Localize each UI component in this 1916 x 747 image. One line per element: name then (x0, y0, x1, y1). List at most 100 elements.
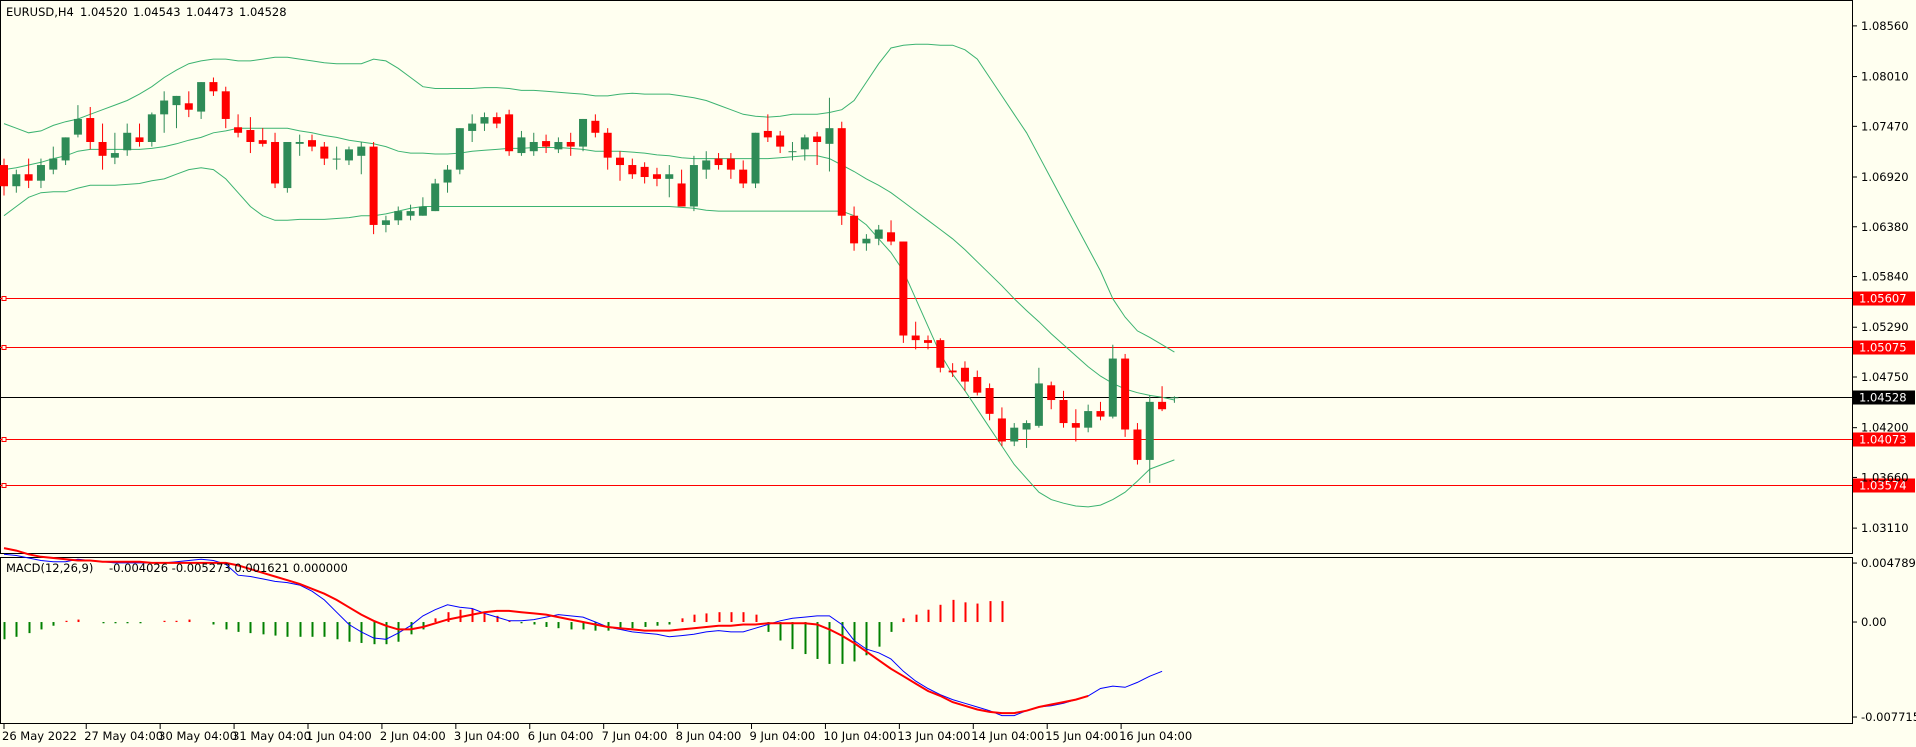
price-tick-label: 1.05840 (1861, 270, 1909, 284)
time-tick-label: 16 Jun 04:00 (1119, 729, 1192, 743)
candle-bull (172, 95, 181, 106)
candle-bear (505, 114, 514, 152)
candle-bull (197, 82, 206, 112)
time-tick-label: 30 May 04:00 (158, 729, 237, 743)
candle-bull (418, 206, 427, 216)
candle-bear (98, 141, 107, 156)
candle-bear (677, 183, 686, 207)
candle-bear (850, 215, 859, 244)
ohlc-close: 1.04528 (239, 5, 287, 19)
candle-bull (1170, 397, 1179, 399)
price-tick-label: 1.06380 (1861, 220, 1909, 234)
candle-bull (61, 137, 70, 161)
candle-bear (1071, 423, 1080, 428)
candle-bull (73, 118, 82, 135)
candle-bull (751, 132, 760, 184)
price-tick-label: 1.05290 (1861, 320, 1909, 334)
candle-bull (800, 137, 809, 150)
candle-bull (36, 165, 45, 181)
time-tick-label: 27 May 04:00 (84, 729, 163, 743)
candle-bull (874, 229, 883, 239)
candle-bull (579, 118, 588, 147)
level-price-tag (1853, 291, 1915, 306)
time-tick-label: 31 May 04:00 (232, 729, 311, 743)
time-tick-label: 13 Jun 04:00 (897, 729, 970, 743)
time-tick-label: 3 Jun 04:00 (454, 729, 520, 743)
candle-bear (603, 132, 612, 158)
candle-bear (1121, 358, 1130, 430)
bid-price-tag (1853, 390, 1915, 405)
bollinger-upper (3, 43, 1175, 353)
candle-bear (86, 118, 95, 142)
level-price-tag (1853, 340, 1915, 355)
macd-title: MACD(12,26,9) (6, 561, 93, 575)
candle-bull (332, 158, 341, 160)
macd-main-line (3, 553, 1163, 717)
candle-bull (1010, 427, 1019, 442)
candle-bull (443, 169, 452, 183)
candle-bear (271, 141, 280, 184)
level-handle[interactable] (1, 437, 7, 442)
candle-bear (726, 158, 735, 170)
candle-bull (825, 128, 834, 144)
candle-bear (1059, 400, 1068, 424)
candle-bear (24, 174, 33, 181)
candle-bear (763, 130, 772, 138)
candle-bear (0, 165, 8, 187)
time-tick-label: 6 Jun 04:00 (528, 729, 594, 743)
price-tick-label: 1.08010 (1861, 70, 1909, 84)
bollinger-lower (3, 167, 1175, 508)
candle-bull (1084, 411, 1093, 428)
candle-bear (308, 140, 316, 147)
candle-bear (628, 165, 637, 175)
candle-bear (813, 136, 822, 142)
macd-signal-line (3, 547, 1089, 715)
time-tick-label: 9 Jun 04:00 (750, 729, 816, 743)
macd-tick-label: 0.004789 (1861, 556, 1916, 570)
candle-bear (542, 141, 551, 147)
candle-bear (911, 335, 920, 341)
candle-bear (234, 127, 243, 133)
price-tick-label: 1.03660 (1861, 470, 1909, 484)
candle-bear (1096, 411, 1105, 417)
candle-bear (985, 388, 994, 414)
candle-bear (184, 103, 193, 110)
candle-bull (468, 123, 477, 131)
time-tick-label: 15 Jun 04:00 (1045, 729, 1118, 743)
candle-bear (960, 367, 969, 382)
candle-bull (431, 183, 440, 212)
level-price-label: 1.03574 (1859, 479, 1907, 493)
level-handle[interactable] (1, 345, 7, 350)
candle-bear (320, 146, 329, 159)
candle-bear (973, 376, 982, 393)
level-handle[interactable] (1, 296, 7, 301)
candle-bull (480, 117, 489, 124)
candle-bear (652, 174, 661, 179)
price-axis: 1.08560 1.08010 1.07470 1.06920 1.06380 1.058… (1852, 19, 1916, 724)
candle-bull (665, 174, 674, 179)
price-tick-label: 1.04200 (1861, 421, 1909, 435)
bollinger-middle (3, 127, 1175, 401)
candle-bear (369, 146, 378, 225)
candle-bear (640, 166, 649, 178)
candle-bull (381, 220, 390, 225)
candle-bear (837, 128, 846, 216)
candle-bear (258, 140, 267, 144)
time-tick-label: 8 Jun 04:00 (676, 729, 742, 743)
time-tick-label: 10 Jun 04:00 (823, 729, 896, 743)
candle-bull (689, 165, 698, 207)
candle-bear (924, 340, 932, 343)
time-tick-label: 2 Jun 04:00 (380, 729, 446, 743)
time-tick-label: 1 Jun 04:00 (306, 729, 372, 743)
candle-bull (160, 100, 169, 115)
level-handle[interactable] (1, 483, 7, 488)
candle-bear (209, 82, 218, 92)
price-tick-label: 1.08560 (1861, 19, 1909, 33)
price-tick-label: 1.06920 (1861, 170, 1909, 184)
horizontal-lines: 1.05607 1.05075 1.04073 1.03574 1.04528 (0, 291, 1915, 493)
candle-bear (936, 340, 945, 368)
macd-values: -0.004026 -0.005273 0.001621 0.000000 (109, 561, 348, 575)
